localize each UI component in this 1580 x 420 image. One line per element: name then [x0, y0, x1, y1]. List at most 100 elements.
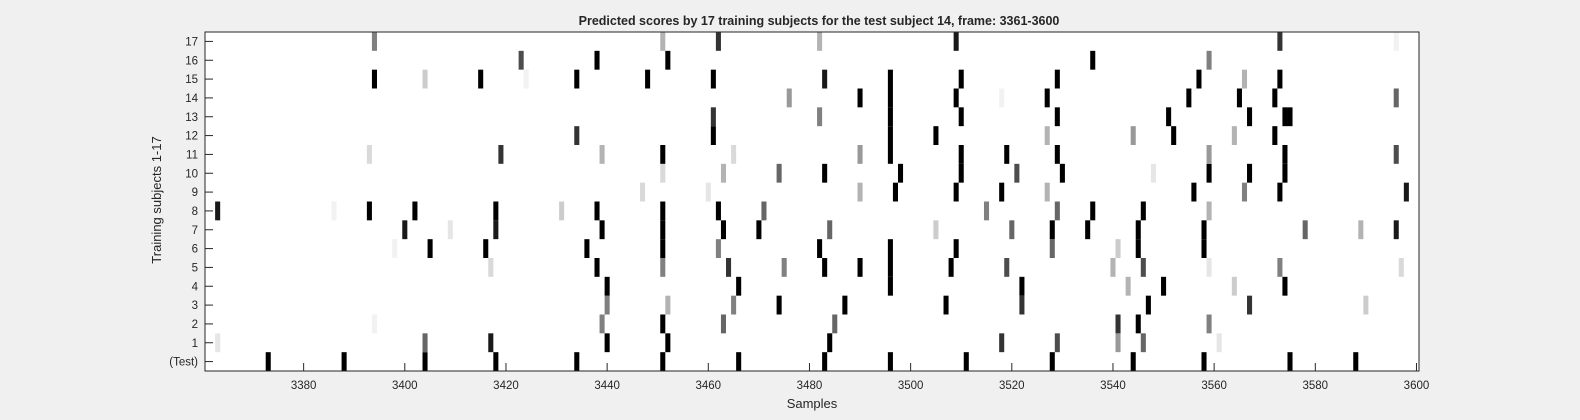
heatmap-cell [660, 314, 666, 334]
heatmap-cell [371, 32, 377, 51]
y-tick-label: 11 [186, 149, 198, 161]
heatmap-cell [1130, 126, 1136, 145]
heatmap-cell [1044, 182, 1050, 202]
heatmap-cell [933, 126, 939, 145]
heatmap-cell [427, 239, 433, 258]
heatmap-cell [999, 182, 1005, 202]
heatmap-cell [887, 352, 893, 371]
heatmap-cell [660, 145, 666, 164]
y-tick-label: 10 [185, 168, 198, 180]
heatmap-cell [1393, 32, 1399, 51]
heatmap-cell [1287, 107, 1293, 127]
heatmap-cell [660, 163, 666, 183]
heatmap-cell [1049, 239, 1055, 258]
heatmap-cell [1049, 220, 1055, 240]
heatmap-cell [887, 145, 893, 164]
y-tick-label: (Test) [169, 357, 198, 369]
heatmap-cell [1054, 107, 1060, 127]
heatmap-cell [963, 352, 969, 371]
heatmap-cell [731, 145, 737, 164]
heatmap-cell [392, 239, 398, 258]
heatmap-cell [1115, 314, 1121, 334]
y-tick-label: 6 [192, 244, 198, 256]
heatmap-cell [1277, 69, 1283, 89]
x-tick-label: 3580 [1303, 380, 1329, 392]
heatmap-cell [822, 258, 828, 277]
heatmap-cell [1287, 352, 1293, 371]
heatmap-cell [999, 333, 1005, 353]
y-tick-label: 4 [192, 281, 199, 293]
heatmap-cell [736, 276, 742, 296]
heatmap-cell [1282, 145, 1288, 164]
heatmap-cell [371, 314, 377, 334]
heatmap-cell [498, 145, 504, 164]
heatmap-cell [1241, 69, 1248, 89]
heatmap-cell [1115, 239, 1121, 258]
heatmap-cell [822, 163, 828, 183]
heatmap-cell [1191, 182, 1197, 202]
heatmap-cell [574, 352, 580, 371]
heatmap-cell [1216, 333, 1222, 353]
y-tick-label: 3 [192, 300, 198, 312]
heatmap-cell [822, 352, 828, 371]
heatmap-cell [958, 69, 964, 89]
heatmap-cell [887, 88, 893, 108]
heatmap-cell [887, 239, 893, 258]
x-tick-label: 3460 [696, 380, 722, 392]
heatmap-cell [1247, 295, 1253, 315]
y-tick-label: 14 [185, 93, 198, 105]
heatmap-cell [574, 69, 580, 89]
heatmap-cell [1140, 201, 1146, 221]
y-tick-label: 9 [192, 187, 198, 199]
heatmap-cell [660, 32, 666, 51]
heatmap-cell [897, 163, 904, 183]
heatmap-cell [402, 220, 408, 240]
heatmap-cell [943, 295, 949, 315]
heatmap-cell [1206, 145, 1212, 164]
y-tick-label: 15 [185, 74, 198, 86]
heatmap-cell [781, 258, 787, 277]
heatmap-cell [584, 239, 590, 258]
heatmap-cell [1166, 107, 1172, 127]
y-tick-label: 5 [192, 262, 198, 274]
heatmap-cell [604, 333, 610, 353]
heatmap-cell [887, 276, 893, 296]
heatmap-cell [660, 239, 666, 258]
heatmap-cell [715, 239, 721, 258]
heatmap-cell [1090, 201, 1096, 221]
y-tick-label: 16 [185, 55, 198, 67]
x-axis-label: Samples [787, 396, 838, 411]
heatmap-cell [665, 50, 671, 70]
heatmap-cell [660, 201, 666, 221]
y-tick-label: 17 [185, 36, 198, 48]
heatmap-cell [660, 220, 666, 240]
y-tick-label: 2 [192, 319, 198, 331]
heatmap-cell [705, 182, 711, 202]
heatmap-cell [1282, 163, 1288, 183]
x-tick-label: 3600 [1404, 380, 1430, 392]
heatmap-cell [1358, 220, 1364, 240]
heatmap-cell [1201, 239, 1207, 258]
heatmap-cell [857, 88, 863, 108]
heatmap-cell [710, 69, 716, 89]
heatmap-cell [523, 69, 529, 89]
heatmap-cell [817, 107, 823, 127]
heatmap-cell [720, 220, 727, 240]
heatmap-cell [493, 201, 499, 221]
heatmap-cell [422, 333, 428, 353]
heatmap-cell [594, 201, 600, 221]
x-tick-label: 3440 [594, 380, 620, 392]
heatmap-cell [1019, 276, 1025, 296]
heatmap-cell [599, 145, 605, 164]
heatmap-cell [1241, 182, 1248, 202]
heatmap-cell [422, 352, 428, 371]
heatmap-cell [1150, 163, 1156, 183]
heatmap-cell [1161, 276, 1167, 296]
heatmap-cell [887, 107, 893, 127]
heatmap-cell [1277, 258, 1283, 277]
heatmap-cell [604, 276, 610, 296]
heatmap-cell [1004, 145, 1010, 164]
heatmap-cell [665, 295, 671, 315]
